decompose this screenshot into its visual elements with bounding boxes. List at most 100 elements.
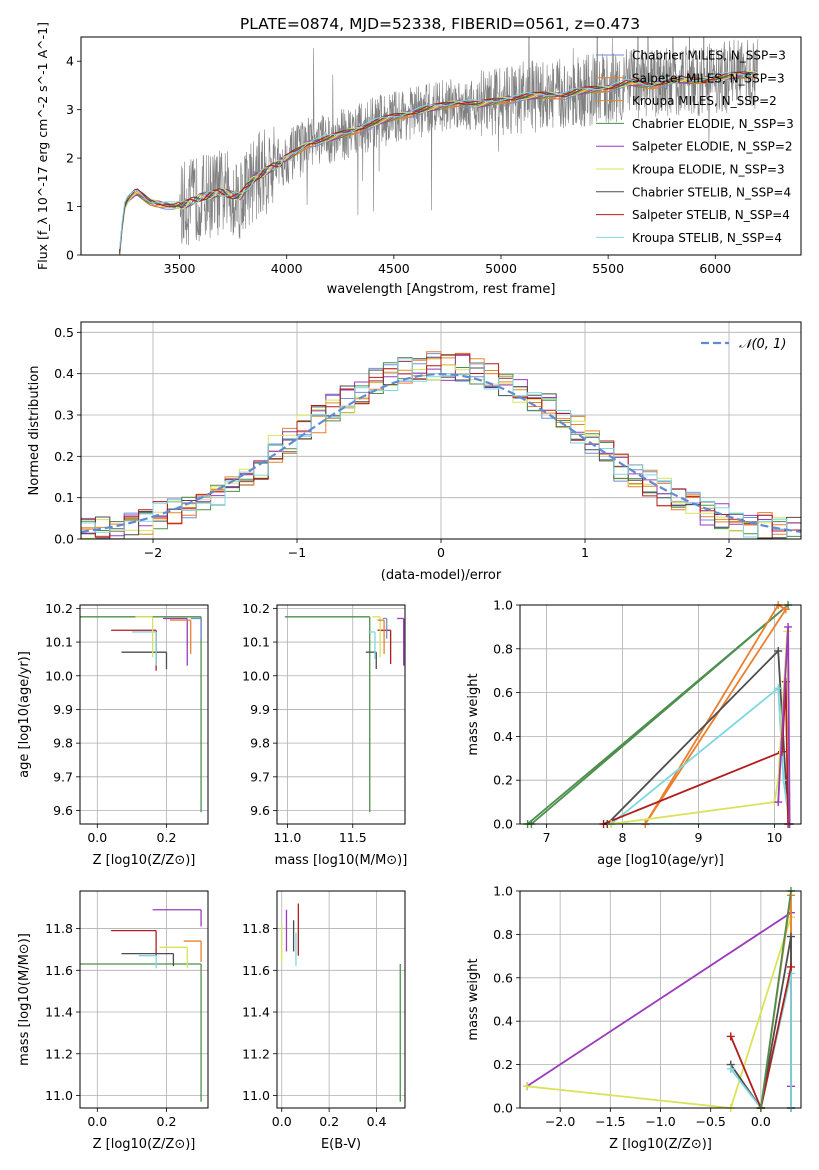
y-tick-label: 10.0 bbox=[45, 668, 73, 683]
weight-vs-z-panel: −2.0 −1.5 −1.0 −0.5 0.0 0.0 0.2 0.4 0.6 0.8 1.0 Z [… bbox=[466, 884, 802, 1152]
axes-frame bbox=[79, 890, 209, 1109]
axes-frame bbox=[276, 604, 406, 825]
y-axis-label: mass weight bbox=[466, 958, 481, 1040]
x-tick-label: 0.4 bbox=[367, 1114, 387, 1129]
weight-line-krou_elodie bbox=[526, 916, 792, 1108]
y-tick-label: 0.8 bbox=[493, 641, 513, 656]
x-tick-label: −1.0 bbox=[645, 1114, 675, 1129]
y-tick-label: 10.2 bbox=[45, 601, 73, 616]
histogram-krou_stelib bbox=[81, 357, 801, 539]
mass-vs-ebv-panel: 0.0 0.2 0.4 11.0 11.2 11.4 11.6 11.8 E(B-V) bbox=[242, 890, 406, 1152]
weight-line-krou_elodie bbox=[610, 631, 791, 824]
weight-marker-krou_elodie bbox=[774, 776, 783, 785]
x-tick-label: −0.5 bbox=[695, 1114, 725, 1129]
y-tick-label: 11.2 bbox=[45, 1046, 73, 1061]
y-tick-label: 3 bbox=[66, 102, 74, 117]
x-tick-label: 10 bbox=[766, 830, 782, 845]
y-tick-label: 11.4 bbox=[45, 1005, 73, 1020]
residuals-panel: −2 −1 0 1 2 0.0 0.1 0.2 0.3 0.4 0.5 𝒩(0, 1) (data-mo… bbox=[27, 321, 802, 583]
x-tick-label: 5000 bbox=[485, 261, 517, 276]
x-tick-label: −2.0 bbox=[545, 1114, 575, 1129]
x-tick-label: 9 bbox=[694, 830, 702, 845]
y-tick-label: 11.0 bbox=[45, 1088, 73, 1103]
x-tick-label: 4500 bbox=[378, 261, 410, 276]
x-tick-label: 3500 bbox=[164, 261, 196, 276]
x-axis-label: Z [log10(Z/Z⊙)] bbox=[93, 853, 196, 868]
weight-marker-salp_elodie bbox=[774, 798, 783, 807]
x-tick-label: 1 bbox=[581, 545, 589, 560]
x-tick-label: 2 bbox=[725, 545, 733, 560]
weight-marker-salp_stelib bbox=[786, 962, 795, 971]
x-tick-label: −2 bbox=[144, 545, 162, 560]
y-axis-label: Normed distribution bbox=[27, 366, 42, 496]
y-tick-label: 9.6 bbox=[53, 803, 73, 818]
weight-marker-chab_stelib bbox=[774, 646, 783, 655]
y-tick-label: 11.2 bbox=[242, 1046, 270, 1061]
y-tick-label: 10.1 bbox=[242, 635, 270, 650]
y-tick-label: 0.4 bbox=[54, 366, 74, 381]
y-tick-label: 9.6 bbox=[250, 803, 270, 818]
y-tick-label: 10.2 bbox=[242, 601, 270, 616]
weight-marker-krou_stelib bbox=[726, 1064, 735, 1073]
x-tick-label: 0.2 bbox=[157, 830, 177, 845]
age-vs-z-panel: 0.0 0.2 9.6 9.7 9.8 9.9 10.0 10.1 10.2 Z [log10(Z… bbox=[17, 601, 209, 868]
x-axis-label: (data-model)/error bbox=[381, 568, 502, 583]
x-axis-label: Z [log10(Z/Z⊙)] bbox=[93, 1137, 196, 1152]
weight-marker-salp_stelib bbox=[726, 1032, 735, 1041]
x-axis-label: E(B-V) bbox=[321, 1137, 361, 1152]
legend-entry: Salpeter MILES, N_SSP=3 bbox=[632, 71, 785, 85]
legend-gauss-label: 𝒩(0, 1) bbox=[739, 337, 786, 352]
x-tick-label: −1.5 bbox=[595, 1114, 625, 1129]
x-tick-label: 0.2 bbox=[157, 1114, 177, 1129]
y-tick-label: 0.3 bbox=[54, 408, 74, 423]
y-tick-label: 0.6 bbox=[493, 970, 513, 985]
weight-line-salp_stelib bbox=[729, 966, 792, 1108]
weight-line-chab_elodie bbox=[760, 891, 792, 1108]
axes-frame bbox=[519, 604, 802, 825]
weight-marker-krou_elodie bbox=[523, 1082, 532, 1091]
age-vs-mass-panel: 11.0 11.5 9.6 9.7 9.8 9.9 10.0 10.1 10.2 mass [lo… bbox=[242, 601, 407, 868]
y-tick-label: 9.7 bbox=[53, 769, 73, 784]
spectrum-panel: 3500 4000 4500 5000 5500 6000 0 1 2 3 4 wavelength … bbox=[35, 22, 802, 297]
model-line-krou_stelib bbox=[119, 72, 758, 249]
y-tick-label: 11.4 bbox=[242, 1005, 270, 1020]
histogram-krou_elodie bbox=[81, 359, 801, 539]
y-tick-label: 9.9 bbox=[53, 702, 73, 717]
x-tick-label: 11.5 bbox=[339, 830, 367, 845]
y-tick-label: 9.8 bbox=[250, 736, 270, 751]
y-tick-label: 1.0 bbox=[493, 598, 513, 613]
x-tick-label: 0.0 bbox=[87, 830, 107, 845]
histogram-salp_elodie bbox=[81, 354, 801, 539]
x-tick-label: 0.0 bbox=[87, 1114, 107, 1129]
model-line-chab_miles bbox=[119, 74, 758, 255]
y-tick-label: 0.0 bbox=[493, 817, 513, 832]
model-line-salp_elodie bbox=[119, 70, 758, 253]
x-axis-label: mass [log10(M/M⊙)] bbox=[275, 853, 408, 868]
y-tick-label: 0.1 bbox=[54, 490, 74, 505]
x-tick-label: 11.0 bbox=[274, 830, 302, 845]
y-axis-label: mass [log10(M/M⊙)] bbox=[17, 933, 32, 1066]
y-tick-label: 9.7 bbox=[250, 769, 270, 784]
spectrum-data-line bbox=[119, 37, 759, 255]
y-axis-label: age [log10(age/yr)] bbox=[17, 651, 32, 778]
y-tick-label: 0.0 bbox=[493, 1101, 513, 1116]
y-tick-label: 9.8 bbox=[53, 736, 73, 751]
y-tick-label: 0.2 bbox=[54, 449, 74, 464]
y-tick-label: 0.0 bbox=[54, 532, 74, 547]
y-tick-label: 11.8 bbox=[242, 921, 270, 936]
y-axis-label: mass weight bbox=[466, 673, 481, 755]
legend-entry: Chabrier STELIB, N_SSP=4 bbox=[632, 185, 791, 199]
figure-title: PLATE=0874, MJD=52338, FIBERID=0561, z=0… bbox=[240, 15, 640, 33]
weight-line-salp_miles bbox=[644, 605, 788, 824]
legend-entry: Chabrier ELODIE, N_SSP=3 bbox=[632, 117, 794, 131]
weight-vs-age-panel: 7 8 9 10 0.0 0.2 0.4 0.6 0.8 1.0 age [log10(age/yr… bbox=[466, 598, 802, 868]
y-tick-label: 10.0 bbox=[242, 668, 270, 683]
gaussian-curve bbox=[81, 372, 801, 533]
y-tick-label: 0.4 bbox=[493, 729, 513, 744]
y-tick-label: 9.9 bbox=[250, 702, 270, 717]
y-tick-label: 11.6 bbox=[242, 963, 270, 978]
legend-entry: Salpeter STELIB, N_SSP=4 bbox=[632, 208, 790, 222]
y-tick-label: 0.2 bbox=[493, 1057, 513, 1072]
weight-marker-salp_elodie bbox=[784, 622, 793, 631]
